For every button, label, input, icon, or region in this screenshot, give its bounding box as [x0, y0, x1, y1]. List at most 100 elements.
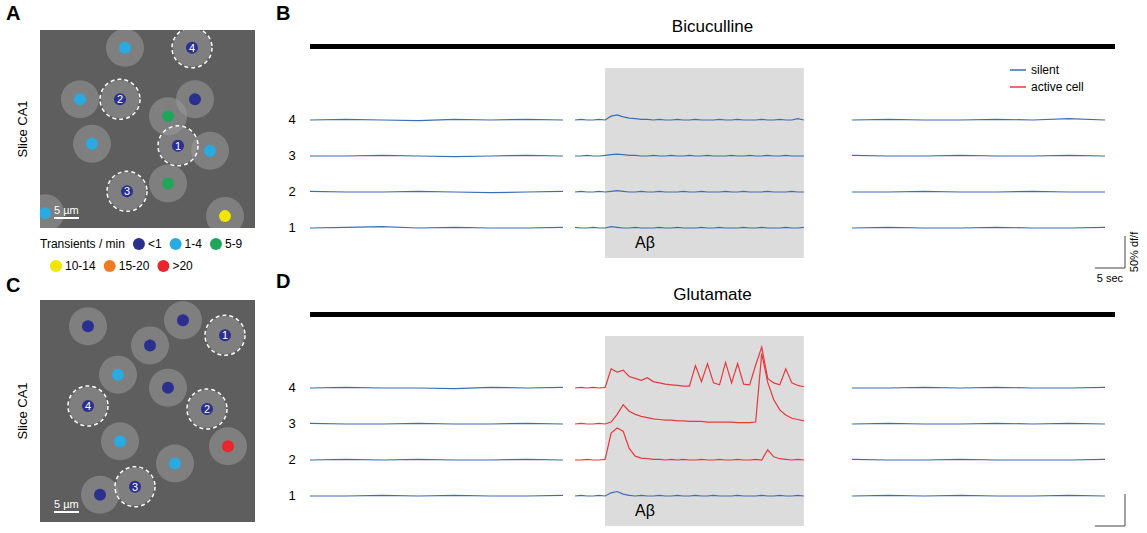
trace [310, 155, 563, 156]
soma [164, 301, 202, 339]
traces [310, 347, 1105, 496]
soma [156, 444, 194, 482]
trace [310, 459, 563, 461]
trace-label: 2 [288, 184, 295, 199]
cell-dot [177, 314, 189, 326]
trace [310, 495, 563, 497]
trace-panel: DGlutamate4321Aβ [276, 270, 1125, 526]
micrograph [40, 300, 255, 522]
cell-dot [219, 210, 231, 222]
legend-item: 10-14 [50, 259, 96, 273]
legend-label: silent [1031, 63, 1060, 77]
trace [575, 492, 804, 496]
soma [206, 197, 244, 228]
cell-outline [107, 171, 147, 211]
trace [852, 495, 1105, 497]
cell-dot [204, 145, 216, 157]
legend-swatch [104, 260, 116, 272]
legend-label: active cell [1031, 80, 1084, 94]
trace [852, 119, 1105, 120]
trace [575, 354, 804, 424]
trace [575, 115, 804, 120]
legend-swatch [1010, 86, 1026, 88]
cell-dot [162, 110, 174, 122]
cells [40, 30, 244, 228]
cell-number: 4 [85, 400, 91, 412]
cell-dot [40, 207, 51, 219]
treatment-label: Aβ [635, 502, 655, 519]
traces [310, 115, 1105, 228]
legend-item: >20 [157, 259, 193, 273]
trace-label: 1 [288, 220, 295, 235]
cell-dot [162, 177, 174, 189]
soma [99, 356, 137, 394]
chart-title: Glutamate [673, 285, 751, 304]
scale-bar-label: 5 µm [54, 498, 79, 510]
image-panel: CSlice CA114235 µm [6, 274, 255, 522]
rate-legend: Transients / min <1 1-4 5-9 10-14 15-20 >20 [40, 237, 243, 273]
cell-outline [100, 79, 140, 119]
trace-label: 4 [288, 380, 295, 395]
soma [101, 422, 139, 460]
scale-bar-x-label: 5 sec [1097, 272, 1124, 284]
legend-title: Transients / min [40, 237, 125, 251]
trace [310, 387, 563, 388]
soma [159, 127, 197, 165]
cell-number: 2 [204, 403, 210, 415]
legend-swatch [133, 238, 145, 250]
legend-swatch [50, 260, 62, 272]
cell-dot [222, 440, 234, 452]
soma [108, 172, 146, 210]
cell-number: 1 [175, 140, 181, 152]
cell-outline [172, 30, 212, 68]
cell-dot [114, 435, 126, 447]
cell-dot [144, 339, 156, 351]
trace-label: 3 [288, 416, 295, 431]
soma [81, 476, 119, 514]
legend-swatch [210, 238, 222, 250]
cell-dot [112, 369, 124, 381]
cell-dot [169, 457, 181, 469]
legend-label: 1-4 [185, 237, 203, 251]
condition-bar [310, 44, 1115, 49]
cell-dot [172, 140, 184, 152]
cell-number: 3 [124, 185, 130, 197]
cell-outline [158, 126, 198, 166]
trace [852, 423, 1105, 425]
legend-item: 5-9 [210, 237, 243, 251]
legend-label: <1 [148, 237, 162, 251]
scale-bar-x [1095, 268, 1125, 269]
cell-number: 1 [222, 329, 228, 341]
cells [68, 301, 247, 514]
treatment-window [605, 68, 804, 258]
cell-dot [82, 400, 94, 412]
legend-item: <1 [133, 237, 162, 251]
legend-swatch [170, 238, 182, 250]
cell-dot [86, 138, 98, 150]
trace [310, 119, 563, 120]
cell-number: 2 [117, 93, 123, 105]
cell-outline [205, 315, 245, 355]
legend-label: 15-20 [119, 259, 150, 273]
soma [209, 427, 247, 465]
cell-dot [201, 403, 213, 415]
trace [575, 191, 804, 192]
trace-label: 1 [288, 488, 295, 503]
legend-swatch [1010, 69, 1026, 71]
legend-label: 5-9 [225, 237, 243, 251]
image-label: Slice CA1 [15, 100, 30, 157]
soma [188, 390, 226, 428]
trace [310, 227, 563, 228]
soma [206, 316, 244, 354]
legend-swatch [157, 260, 169, 272]
trace [852, 191, 1105, 193]
legend-label: 10-14 [65, 259, 96, 273]
soma [106, 30, 144, 67]
soma [149, 164, 187, 202]
scale-bar-y [1125, 236, 1126, 268]
condition-bar [310, 312, 1115, 317]
trace [852, 227, 1105, 229]
chart-title: Bicuculline [672, 17, 753, 36]
trace [310, 423, 563, 425]
soma [69, 387, 107, 425]
